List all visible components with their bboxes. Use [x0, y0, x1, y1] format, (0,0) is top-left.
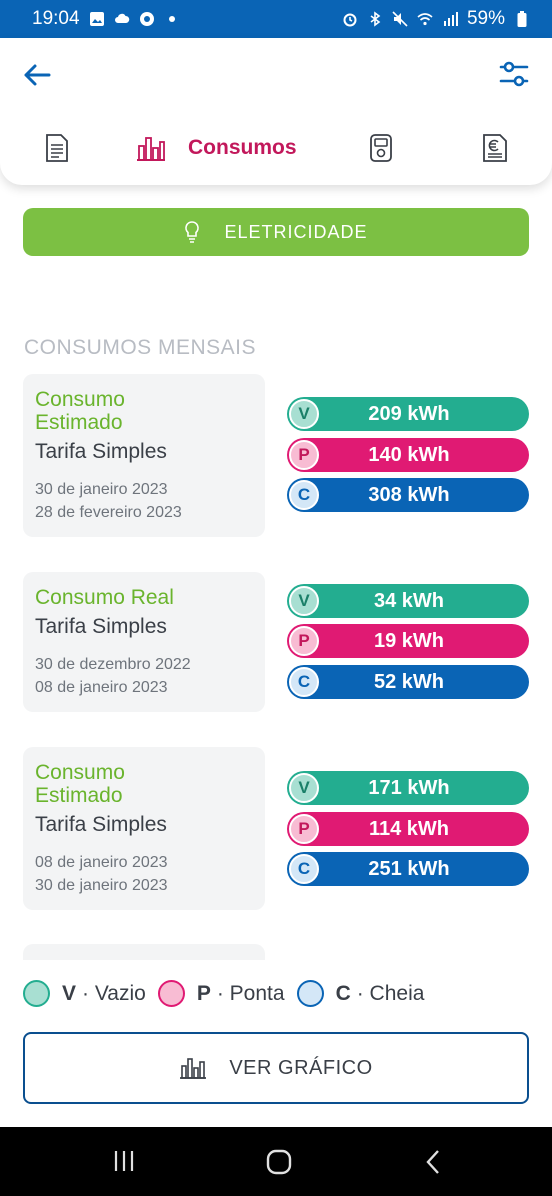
reading-end-date: 28 de fevereiro 2023	[35, 504, 182, 521]
cheia-badge: C	[289, 854, 319, 884]
arrow-left-icon[interactable]	[22, 60, 52, 90]
app-header: Consumos	[0, 38, 552, 185]
dot-icon	[168, 16, 175, 22]
ponta-badge: P	[289, 626, 319, 656]
vazio-value-pill: V 171 kWh	[287, 771, 529, 805]
vazio-value: 171 kWh	[368, 776, 450, 799]
recents-icon[interactable]	[112, 1149, 136, 1173]
ponta-value-pill: P 140 kWh	[287, 438, 529, 472]
alarm-icon	[343, 13, 357, 27]
cheia-value-pill: C 52 kWh	[287, 665, 529, 699]
legend-vazio-key: V	[62, 981, 77, 1005]
gallery-icon	[89, 12, 104, 26]
ponta-badge: P	[289, 814, 319, 844]
ponta-value-pill: P 114 kWh	[287, 812, 529, 846]
cheia-value: 52 kWh	[373, 670, 445, 693]
cheia-value: 308 kWh	[368, 483, 450, 506]
ponta-value: 114 kWh	[368, 817, 450, 840]
document-icon	[46, 134, 68, 162]
euro-invoice-icon	[483, 134, 507, 162]
reading-card-partial[interactable]	[23, 944, 265, 964]
cheia-badge: C	[289, 667, 319, 697]
mute-icon	[392, 11, 408, 27]
bar-chart-icon	[137, 137, 165, 161]
signal-icon	[443, 12, 458, 26]
tab-invoices[interactable]	[482, 130, 508, 166]
legend: V · Vazio P · Ponta C · Cheia	[23, 980, 436, 1007]
reading-end-date: 08 de janeiro 2023	[35, 679, 168, 696]
reading-start-date: 08 de janeiro 2023	[35, 854, 168, 871]
reading-dates: 30 de dezembro 2022 08 de janeiro 2023	[35, 653, 253, 699]
reading-tariff: Tarifa Simples	[35, 615, 167, 638]
reading-tariff: Tarifa Simples	[35, 813, 167, 836]
vazio-badge: V	[289, 399, 319, 429]
ponta-value: 140 kWh	[368, 443, 450, 466]
chrome-icon	[139, 12, 154, 26]
legend-vazio: V · Vazio	[23, 980, 146, 1007]
ponta-value: 19 kWh	[373, 629, 445, 652]
ponta-badge: P	[289, 440, 319, 470]
vazio-dot-icon	[23, 980, 50, 1007]
reading-card[interactable]: Consumo Estimado Tarifa Simples 08 de ja…	[23, 747, 265, 910]
meter-icon	[370, 134, 392, 162]
reading-dates: 08 de janeiro 2023 30 de janeiro 2023	[35, 851, 253, 897]
legend-cheia-label: · Cheia	[356, 981, 425, 1005]
legend-cheia: C · Cheia	[296, 980, 425, 1007]
view-chart-button[interactable]: VER GRÁFICO	[23, 1032, 529, 1104]
home-icon[interactable]	[266, 1149, 292, 1175]
cheia-dot-icon	[296, 980, 324, 1007]
vazio-value-pill: V 34 kWh	[287, 584, 529, 618]
legend-ponta-key: P	[196, 981, 211, 1005]
reading-card[interactable]: Consumo Estimado Tarifa Simples 30 de ja…	[23, 374, 265, 537]
tab-contract[interactable]	[45, 130, 69, 166]
status-bar: 19:04 59%	[0, 0, 552, 38]
back-chevron-icon[interactable]	[424, 1149, 442, 1175]
section-title: CONSUMOS MENSAIS	[24, 336, 257, 359]
reading-dates: 30 de janeiro 2023 28 de fevereiro 2023	[35, 478, 253, 524]
vazio-value: 209 kWh	[368, 402, 450, 425]
tab-consumos-label: Consumos	[188, 136, 297, 159]
bar-chart-icon	[180, 1058, 207, 1079]
battery-percent: 59%	[466, 8, 505, 29]
wifi-icon	[417, 13, 433, 26]
cheia-value: 251 kWh	[368, 857, 450, 880]
vazio-value: 34 kWh	[373, 589, 445, 612]
legend-cheia-key: C	[335, 981, 351, 1005]
reading-type: Consumo Real	[35, 586, 174, 609]
reading-start-date: 30 de janeiro 2023	[35, 481, 168, 498]
status-time: 19:04	[32, 8, 80, 29]
legend-ponta-label: · Ponta	[216, 981, 285, 1005]
tab-consumos[interactable]: Consumos	[136, 130, 297, 166]
footer-panel: V · Vazio P · Ponta C · Cheia VER GRÁFIC…	[0, 960, 552, 1127]
ponta-dot-icon	[157, 980, 185, 1007]
cloud-icon	[114, 13, 129, 23]
legend-vazio-label: · Vazio	[82, 981, 146, 1005]
reading-start-date: 30 de dezembro 2022	[35, 656, 191, 673]
vazio-value-pill: V 209 kWh	[287, 397, 529, 431]
sliders-icon[interactable]	[498, 58, 530, 90]
electricity-button[interactable]: ELETRICIDADE	[23, 208, 529, 256]
tab-bar: Consumos	[0, 130, 552, 166]
reading-card[interactable]: Consumo Real Tarifa Simples 30 de dezemb…	[23, 572, 265, 712]
reading-tariff: Tarifa Simples	[35, 440, 167, 463]
ponta-value-pill: P 19 kWh	[287, 624, 529, 658]
reading-end-date: 30 de janeiro 2023	[35, 877, 168, 894]
view-chart-label: VER GRÁFICO	[229, 1056, 373, 1079]
lightbulb-icon	[185, 221, 200, 243]
legend-ponta: P · Ponta	[157, 980, 285, 1007]
vazio-badge: V	[289, 586, 319, 616]
battery-icon	[517, 11, 527, 27]
cheia-badge: C	[289, 480, 319, 510]
bluetooth-icon	[370, 11, 381, 27]
tab-meter[interactable]	[369, 130, 393, 166]
system-nav-bar	[0, 1127, 552, 1196]
cheia-value-pill: C 308 kWh	[287, 478, 529, 512]
cheia-value-pill: C 251 kWh	[287, 852, 529, 886]
reading-type: Consumo Estimado	[35, 388, 125, 434]
reading-type: Consumo Estimado	[35, 761, 125, 807]
vazio-badge: V	[289, 773, 319, 803]
electricity-label: ELETRICIDADE	[224, 221, 368, 242]
